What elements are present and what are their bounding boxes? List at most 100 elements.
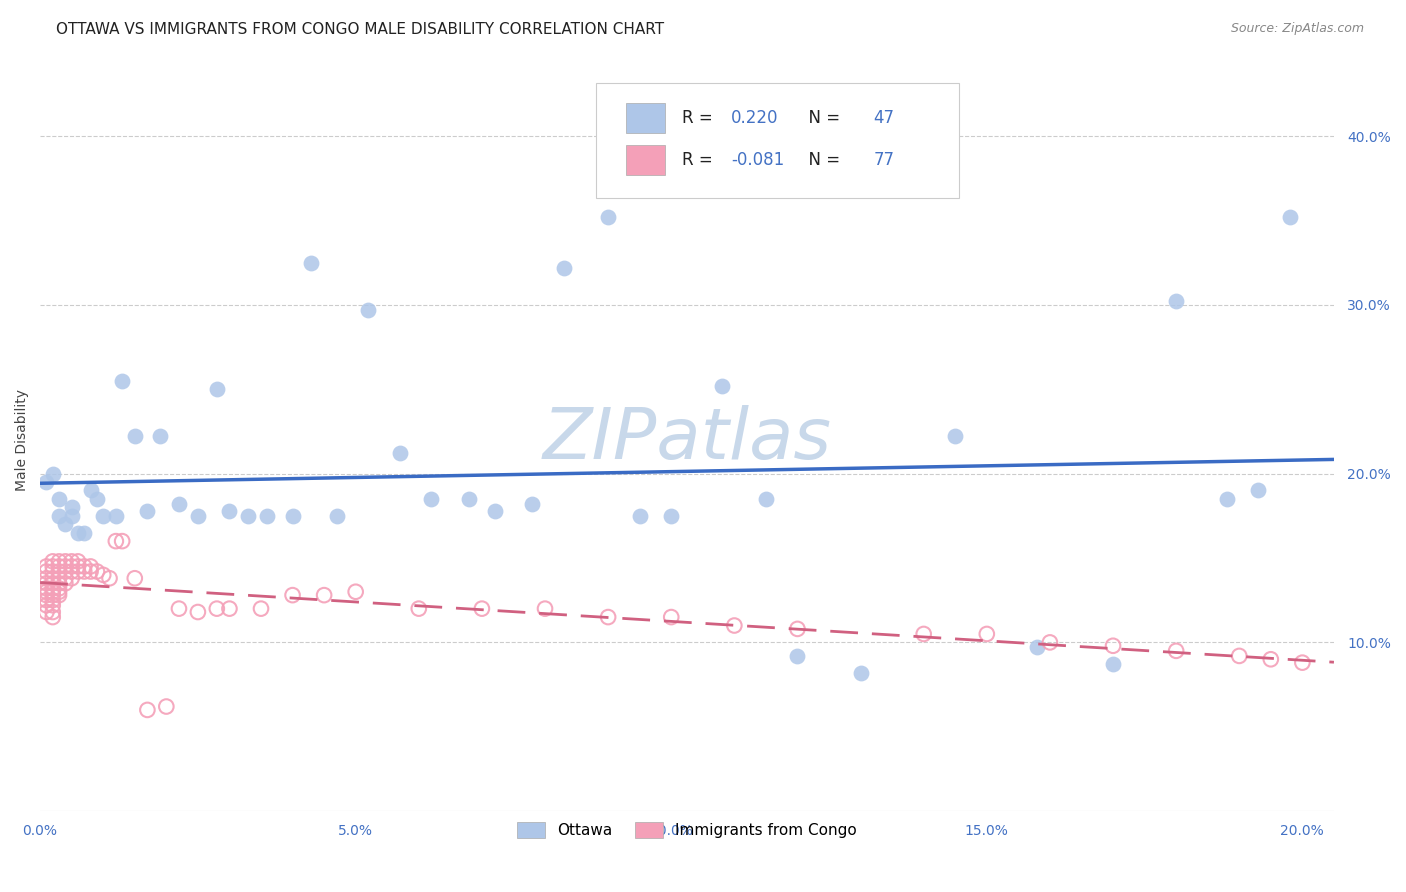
Point (281, 508, 304, 523)
Point (628, 508, 651, 523)
Point (124, 571, 146, 585)
Point (710, 379, 733, 393)
Point (35, 599, 58, 613)
Point (238, 508, 260, 523)
Point (79, 565, 101, 579)
Point (35, 605, 58, 619)
Point (60, 571, 83, 585)
Legend: Ottawa, Immigrants from Congo: Ottawa, Immigrants from Congo (512, 816, 863, 845)
Point (849, 665, 872, 680)
Point (1260, 652, 1282, 666)
Point (218, 504, 240, 518)
Point (104, 534, 127, 549)
Text: N =: N = (799, 110, 845, 128)
Text: OTTAWA VS IMMIGRANTS FROM CONGO MALE DISABILITY CORRELATION CHART: OTTAWA VS IMMIGRANTS FROM CONGO MALE DIS… (56, 22, 665, 37)
Point (1247, 483, 1270, 498)
Point (723, 618, 745, 632)
Point (187, 508, 209, 523)
Point (48, 565, 70, 579)
Point (136, 504, 159, 518)
Point (912, 627, 935, 641)
Point (111, 534, 134, 549)
Point (408, 601, 430, 615)
Point (104, 508, 127, 523)
Point (48, 554, 70, 568)
Text: R =: R = (682, 110, 718, 128)
Point (1039, 635, 1062, 649)
Point (344, 584, 367, 599)
Point (53, 576, 76, 591)
Point (1102, 657, 1125, 672)
Point (35, 576, 58, 591)
Point (48, 576, 70, 591)
Point (53, 565, 76, 579)
Point (53, 559, 76, 574)
Point (659, 610, 682, 624)
Text: -0.081: -0.081 (731, 151, 785, 169)
Point (458, 491, 481, 506)
Point (73, 525, 96, 540)
Point (1291, 656, 1313, 670)
Point (48, 508, 70, 523)
Point (786, 648, 808, 663)
Point (149, 429, 172, 443)
Point (35, 582, 58, 596)
Point (256, 508, 278, 523)
Point (35, 571, 58, 585)
FancyBboxPatch shape (626, 103, 665, 133)
Point (86, 491, 108, 506)
Point (124, 429, 146, 443)
Point (471, 601, 494, 615)
Point (35, 565, 58, 579)
Point (42, 565, 65, 579)
Point (53, 517, 76, 532)
Point (111, 374, 134, 388)
Point (187, 605, 209, 619)
Point (1166, 644, 1188, 658)
Y-axis label: Male Disability: Male Disability (15, 389, 30, 491)
Point (534, 601, 557, 615)
Point (598, 610, 620, 624)
Point (976, 627, 998, 641)
Point (98, 571, 121, 585)
Point (35, 475, 58, 489)
Point (1102, 639, 1125, 653)
Point (1227, 648, 1250, 663)
Point (48, 584, 70, 599)
Point (86, 565, 108, 579)
Text: N =: N = (799, 151, 845, 169)
Point (42, 559, 65, 574)
Point (60, 565, 83, 579)
Point (326, 508, 349, 523)
Point (42, 599, 65, 613)
Point (42, 584, 65, 599)
Point (91, 508, 114, 523)
Point (42, 467, 65, 481)
Point (60, 559, 83, 574)
Point (1215, 491, 1237, 506)
Point (388, 446, 411, 460)
Point (1278, 210, 1301, 224)
Point (66, 559, 89, 574)
Point (1166, 294, 1188, 309)
FancyBboxPatch shape (596, 83, 959, 199)
Text: 0.220: 0.220 (731, 110, 779, 128)
Point (35, 593, 58, 607)
Point (60, 508, 83, 523)
Point (79, 483, 101, 498)
Point (73, 559, 96, 574)
Point (522, 497, 544, 511)
Point (786, 622, 808, 636)
Point (66, 525, 89, 540)
Point (659, 508, 682, 523)
Point (35, 584, 58, 599)
Point (420, 491, 443, 506)
Point (35, 559, 58, 574)
Point (205, 382, 228, 396)
Point (42, 610, 65, 624)
Point (48, 582, 70, 596)
Point (53, 554, 76, 568)
Point (357, 302, 380, 317)
Point (73, 565, 96, 579)
Point (755, 491, 778, 506)
